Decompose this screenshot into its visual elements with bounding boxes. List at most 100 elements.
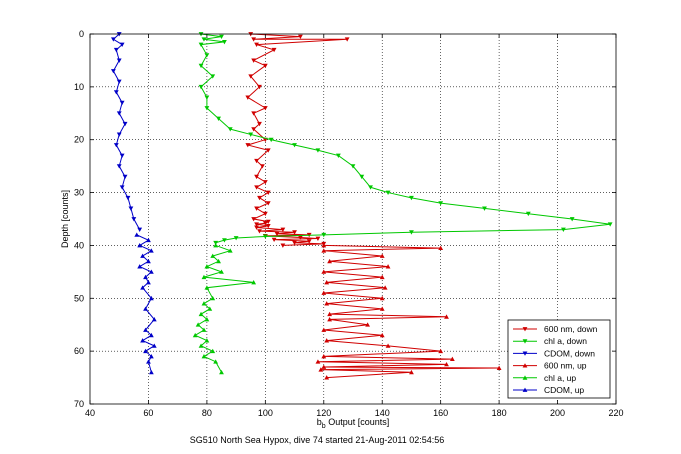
- data-point: [298, 235, 303, 240]
- data-point: [201, 327, 207, 332]
- data-point: [257, 121, 262, 127]
- data-point: [204, 106, 210, 111]
- data-point: [119, 185, 125, 190]
- data-point: [122, 121, 128, 127]
- data-point: [379, 274, 385, 280]
- data-point: [561, 227, 566, 232]
- data-point: [260, 164, 265, 169]
- data-point: [213, 359, 219, 364]
- data-point: [204, 53, 210, 58]
- data-point: [146, 359, 151, 364]
- data-point: [227, 127, 233, 132]
- series-line: [317, 244, 500, 379]
- legend-entry: CDOM, down: [513, 348, 595, 358]
- data-point: [140, 338, 145, 343]
- data-point: [335, 153, 341, 158]
- data-point: [216, 258, 221, 264]
- data-point: [262, 63, 268, 69]
- data-point: [379, 253, 385, 258]
- data-point: [318, 367, 324, 372]
- data-point: [137, 243, 143, 248]
- data-point: [268, 137, 274, 143]
- data-point: [280, 243, 286, 248]
- data-point: [216, 116, 221, 121]
- y-tick-label: 10: [74, 82, 84, 92]
- plot-frame: [89, 33, 617, 405]
- x-axis-label-subscript: b: [322, 423, 326, 430]
- data-point: [146, 237, 151, 243]
- data-point: [125, 195, 131, 201]
- data-point: [151, 343, 157, 348]
- data-point: [607, 222, 613, 227]
- data-point: [198, 42, 204, 47]
- legend-label: 600 nm, down: [544, 324, 598, 334]
- data-point: [201, 274, 207, 280]
- data-point: [569, 217, 575, 222]
- data-point: [444, 361, 449, 367]
- data-point: [409, 230, 414, 235]
- legend-swatch-marker: [522, 363, 528, 368]
- data-point: [113, 90, 119, 95]
- data-point: [143, 348, 148, 354]
- legend-swatch-marker: [522, 375, 528, 380]
- data-point: [245, 143, 251, 148]
- data-point: [137, 264, 143, 269]
- data-point: [254, 158, 259, 164]
- data-point: [148, 248, 154, 253]
- data-point: [195, 322, 201, 327]
- data-point: [265, 190, 271, 195]
- data-point: [143, 327, 148, 332]
- data-point: [128, 206, 134, 211]
- data-point: [140, 253, 145, 258]
- data-point: [271, 237, 277, 243]
- x-tick-label: 180: [492, 408, 507, 418]
- data-point: [201, 301, 207, 306]
- legend-label: CDOM, down: [544, 348, 595, 358]
- data-point: [365, 322, 371, 327]
- data-point: [321, 232, 327, 238]
- data-point: [146, 258, 151, 264]
- data-point: [321, 243, 327, 248]
- tick-labels: 40 60 80 100 120 140 160 180 200 220 0 10 20 30 40 50 60…: [74, 29, 624, 418]
- legend-entry: chl a, up: [513, 373, 576, 383]
- data-point: [324, 301, 330, 306]
- data-point: [116, 111, 122, 116]
- data-point: [315, 148, 321, 153]
- series-3: [315, 243, 502, 380]
- data-point: [265, 219, 271, 225]
- data-point: [204, 317, 210, 322]
- data-point: [327, 258, 333, 264]
- data-point: [321, 364, 327, 369]
- x-tick-label: 100: [258, 408, 273, 418]
- legend-label: chl a, up: [544, 373, 576, 383]
- data-point: [449, 356, 455, 361]
- legend-label: CDOM, up: [544, 385, 584, 395]
- data-point: [219, 34, 224, 40]
- x-tick-label: 120: [316, 408, 331, 418]
- y-axis-label: Depth [counts]: [60, 190, 70, 248]
- data-point: [438, 245, 444, 250]
- data-point: [148, 354, 154, 359]
- data-point: [113, 47, 119, 53]
- data-point: [262, 106, 268, 111]
- legend-swatch-marker: [522, 339, 528, 344]
- data-point: [210, 348, 216, 354]
- series-2: [110, 32, 143, 232]
- grid-lines: [90, 34, 616, 404]
- data-point: [306, 239, 312, 244]
- data-point: [265, 201, 271, 206]
- x-axis-label-main: b: [317, 417, 322, 427]
- data-point: [315, 359, 321, 364]
- y-tick-label: 50: [74, 293, 84, 303]
- data-point: [213, 243, 219, 248]
- legend-entry: CDOM, up: [513, 385, 584, 395]
- data-point: [324, 375, 330, 380]
- data-point: [148, 332, 154, 338]
- legend-swatch-marker: [522, 351, 528, 356]
- data-point: [148, 295, 154, 301]
- data-point: [257, 229, 262, 234]
- data-point: [496, 365, 502, 370]
- data-point: [222, 238, 227, 243]
- chart-caption: SG510 North Sea Hypox, dive 74 started 2…: [190, 435, 445, 445]
